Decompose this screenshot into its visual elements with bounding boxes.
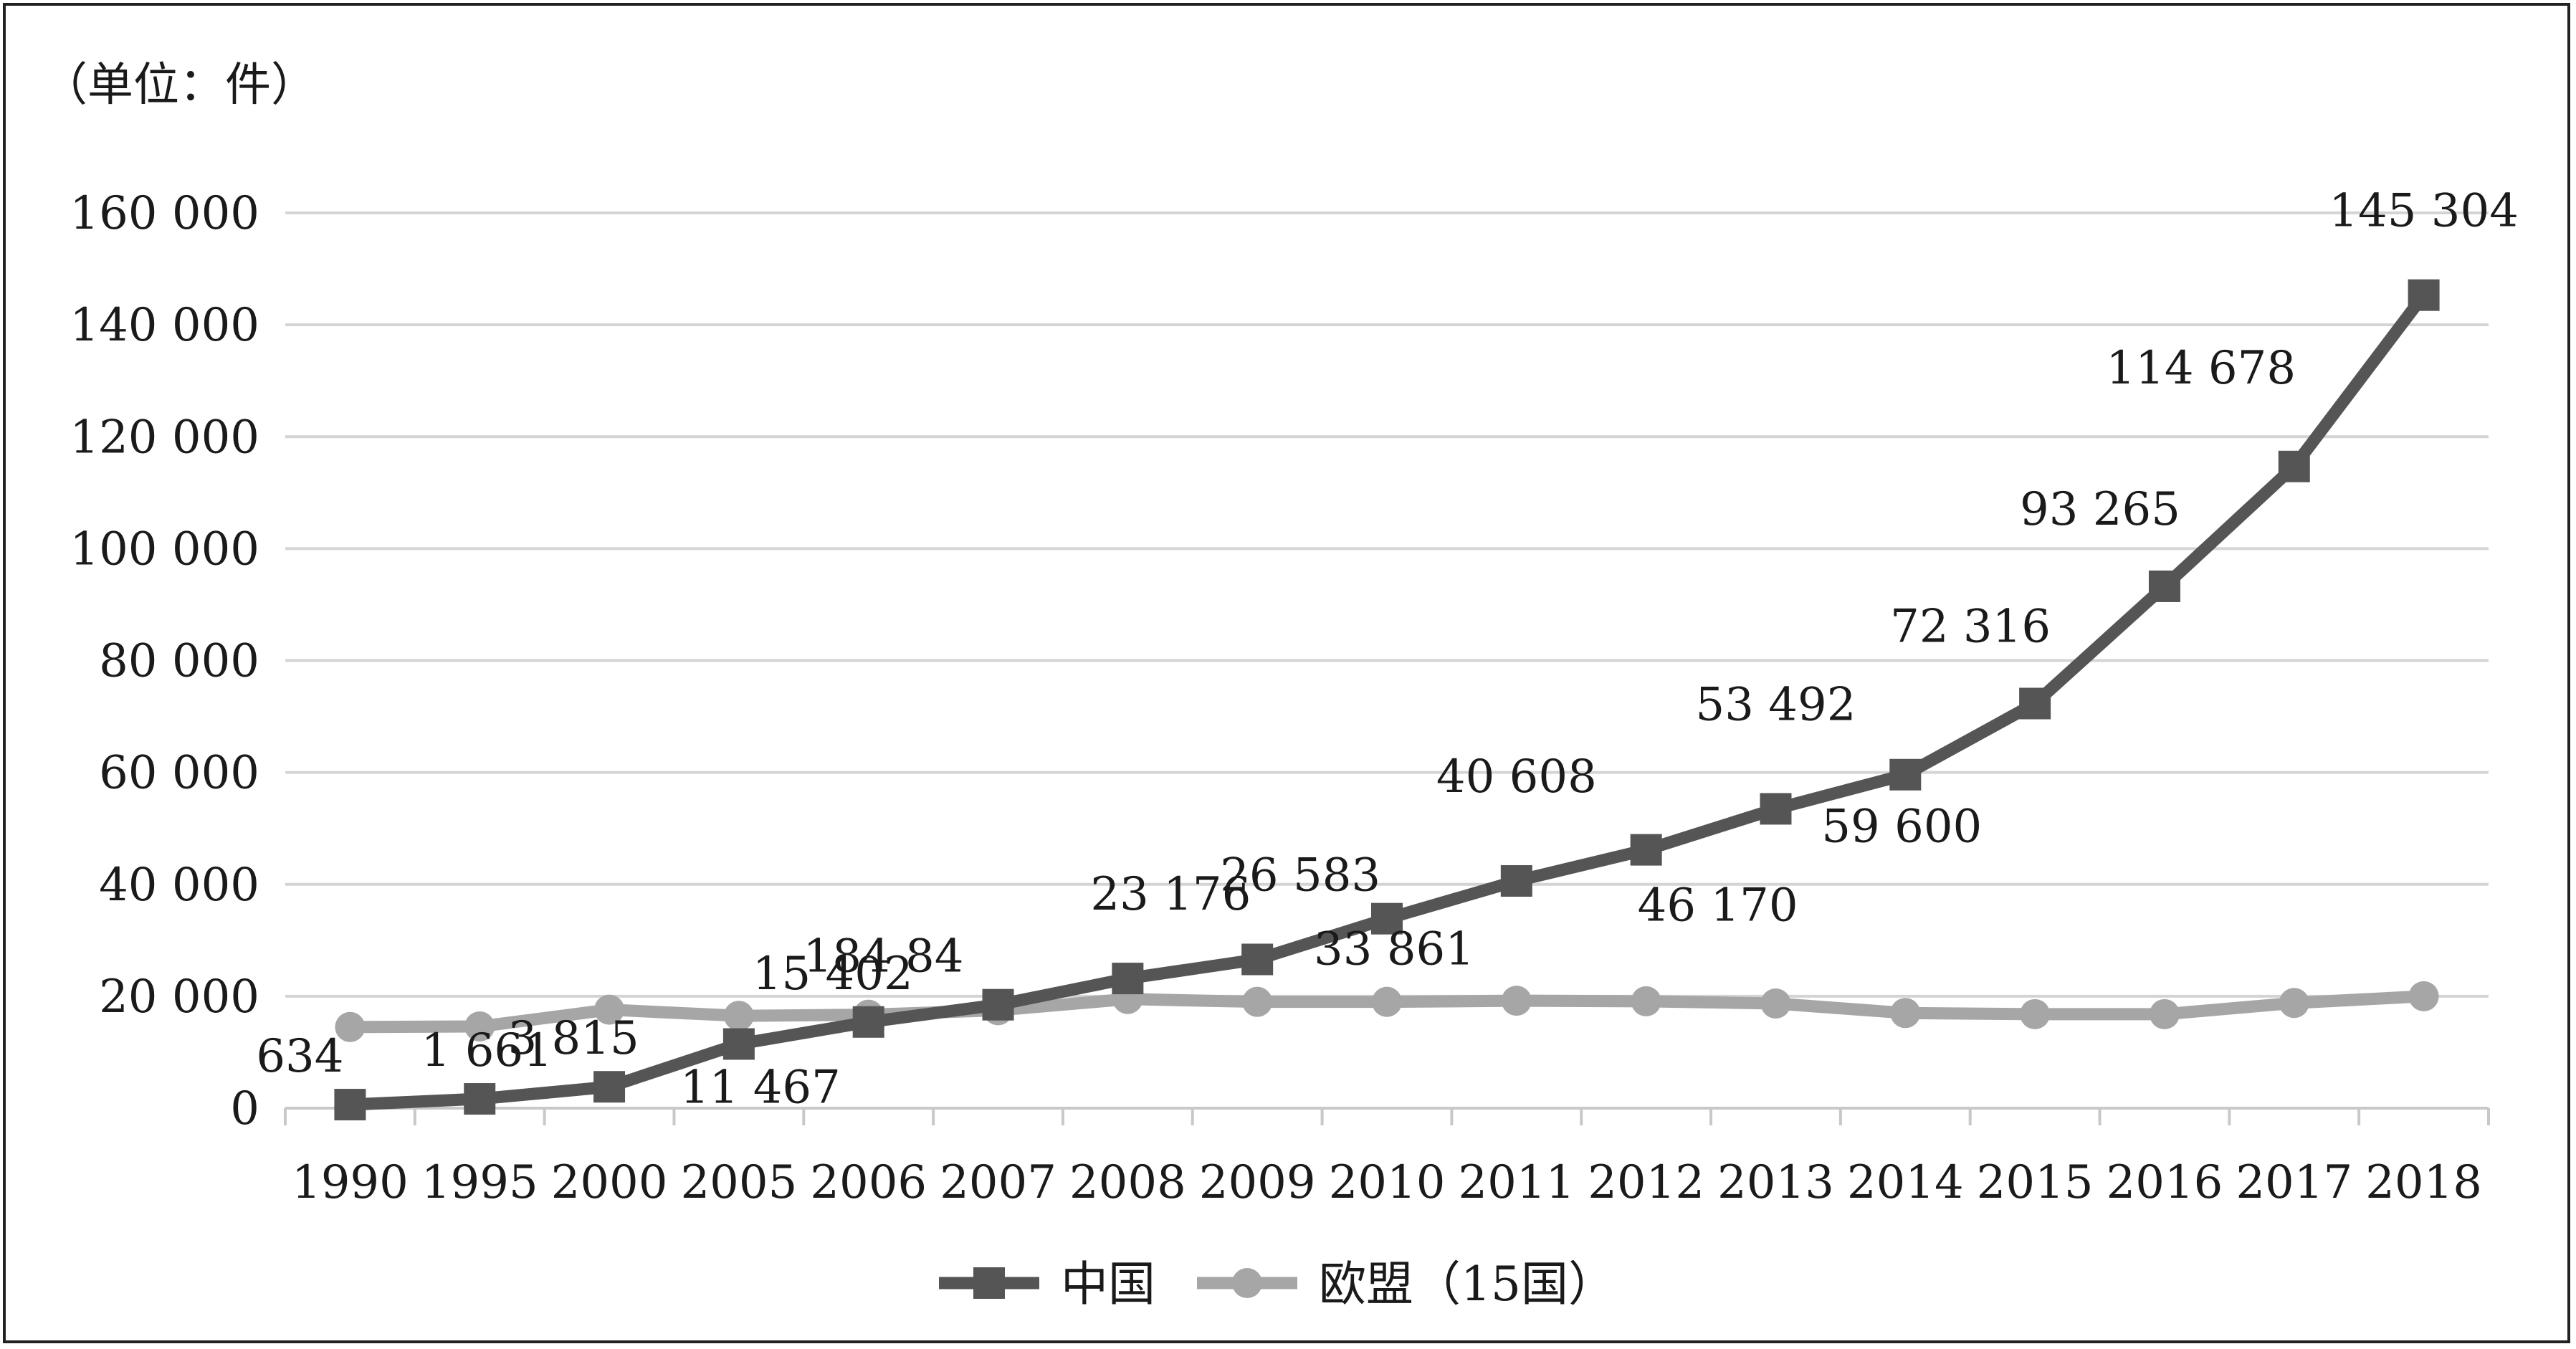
- x-tick-label: 2011: [1458, 1156, 1575, 1209]
- series-china: [334, 279, 2440, 1121]
- x-tick-label: 1990: [292, 1156, 409, 1209]
- x-tick-label: 2008: [1069, 1156, 1186, 1209]
- data-point: [1760, 793, 1792, 825]
- data-label: 40 608: [1436, 750, 1597, 804]
- y-tick-label: 80 000: [99, 635, 259, 688]
- data-point: [2020, 998, 2051, 1029]
- x-tick-label: 2006: [810, 1156, 927, 1209]
- data-point: [335, 1011, 366, 1042]
- legend-label: 中国: [1061, 1257, 1155, 1312]
- data-label: 26 583: [1220, 849, 1380, 902]
- data-label: 1 661: [421, 1024, 553, 1077]
- data-label: 184 84: [803, 930, 964, 983]
- x-tick-label: 2010: [1329, 1156, 1446, 1209]
- data-point: [1371, 902, 1403, 935]
- x-tick-label: 2013: [1717, 1156, 1834, 1209]
- x-axis-ticks: 1990 1995 2000 2005 2006 2007 2008 2009 2010 2011…: [292, 1156, 2482, 1209]
- data-point: [593, 1071, 626, 1103]
- data-point: [2408, 279, 2440, 311]
- data-label: 59 600: [1821, 801, 1982, 854]
- data-label: 46 170: [1638, 880, 1798, 933]
- data-point: [1631, 986, 1661, 1016]
- legend-item-china: 中国: [939, 1257, 1155, 1312]
- data-point: [594, 994, 625, 1025]
- data-label: 72 316: [1890, 600, 2051, 653]
- y-tick-label: 120 000: [70, 411, 259, 464]
- series-line: [343, 289, 2430, 1111]
- legend-label: 欧盟（15国）: [1319, 1257, 1616, 1312]
- y-tick-label: 20 000: [99, 971, 259, 1024]
- data-label: 11 467: [680, 1061, 841, 1114]
- data-label: 23 176: [1090, 868, 1251, 921]
- data-label: 114 678: [2106, 342, 2296, 395]
- data-point: [334, 1089, 366, 1121]
- y-axis-ticks: 0 20 000 40 000 60 000 80 000 100 000 120 000 1…: [70, 187, 259, 1135]
- y-tick-label: 60 000: [99, 747, 259, 800]
- y-unit-label: （单位：件）: [42, 59, 317, 112]
- data-point: [1242, 986, 1273, 1017]
- data-point: [1501, 986, 1532, 1016]
- y-tick-label: 40 000: [99, 859, 259, 912]
- data-point: [852, 1006, 884, 1038]
- x-tick-label: 2015: [1977, 1156, 2094, 1209]
- y-tick-label: 0: [230, 1082, 259, 1135]
- x-tick-label: 1995: [421, 1156, 538, 1209]
- data-point: [1890, 998, 1921, 1029]
- data-label: 145 304: [2329, 185, 2519, 238]
- data-point: [1372, 986, 1402, 1017]
- series-lines: [334, 279, 2440, 1121]
- y-tick-label: 100 000: [70, 523, 259, 576]
- data-point: [2278, 450, 2310, 482]
- data-point: [1112, 963, 1144, 995]
- data-label: 3 815: [507, 1012, 639, 1065]
- data-point: [464, 1011, 495, 1042]
- legend-marker: [973, 1267, 1005, 1299]
- y-tick-label: 140 000: [70, 299, 259, 352]
- x-tick-label: 2007: [940, 1156, 1056, 1209]
- legend-marker: [1232, 1268, 1262, 1298]
- x-tick-label: 2016: [2107, 1156, 2223, 1209]
- data-point: [982, 988, 1014, 1021]
- x-axis: [284, 1107, 2490, 1125]
- legend: 中国 欧盟（15国）: [939, 1257, 1616, 1312]
- x-tick-label: 2005: [680, 1156, 797, 1209]
- data-point: [723, 1001, 754, 1031]
- data-label: 634: [256, 1030, 343, 1083]
- data-label: 53 492: [1696, 678, 1856, 731]
- x-tick-label: 2009: [1199, 1156, 1316, 1209]
- x-tick-label: 2018: [2365, 1156, 2482, 1209]
- data-point: [1760, 988, 1791, 1019]
- data-point: [2279, 988, 2309, 1019]
- data-label: 93 265: [2020, 483, 2180, 536]
- data-point: [2019, 687, 2051, 720]
- y-tick-label: 160 000: [70, 187, 259, 240]
- data-point: [1889, 758, 1922, 791]
- data-point: [1630, 834, 1662, 866]
- series-eu15: [335, 981, 2439, 1042]
- data-label: 33 861: [1314, 923, 1474, 976]
- gridlines: [285, 211, 2489, 998]
- x-tick-label: 2000: [551, 1156, 668, 1209]
- chart-frame: [3, 3, 2570, 1343]
- data-label: 15 402: [753, 948, 913, 1001]
- data-point: [1500, 865, 1532, 897]
- data-point: [722, 1028, 755, 1060]
- data-point: [1241, 943, 1274, 976]
- data-point: [2408, 981, 2439, 1011]
- x-tick-label: 2012: [1588, 1156, 1704, 1209]
- data-point: [2149, 998, 2180, 1029]
- legend-item-eu15: 欧盟（15国）: [1197, 1257, 1616, 1312]
- x-tick-label: 2017: [2236, 1156, 2352, 1209]
- data-point: [2148, 570, 2180, 602]
- x-tick-label: 2014: [1847, 1156, 1964, 1209]
- data-point: [464, 1083, 496, 1115]
